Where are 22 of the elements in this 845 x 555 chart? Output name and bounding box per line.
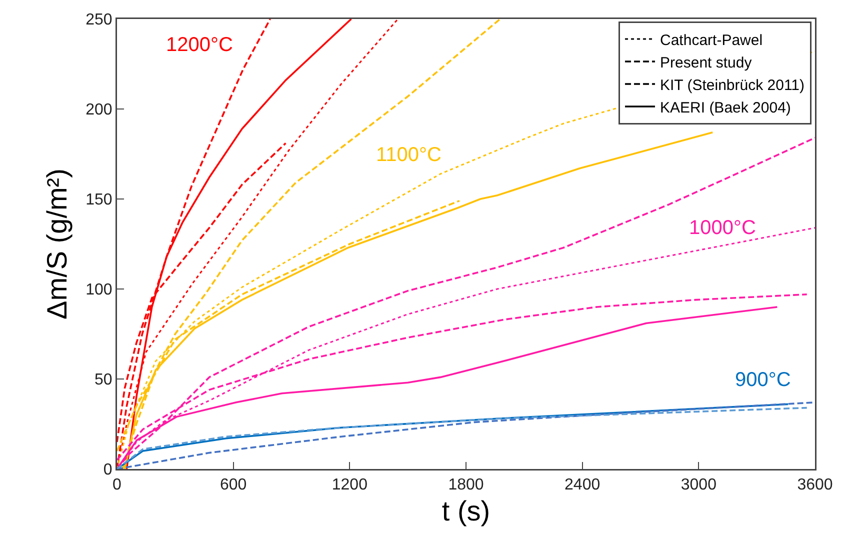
x-tick-label: 600 (220, 476, 247, 494)
x-axis-title: t (s) (442, 496, 490, 527)
y-tick-label: 150 (86, 192, 112, 209)
legend-label: Cathcart-Pawel (660, 32, 763, 49)
y-tick-label: 250 (86, 12, 112, 29)
y-tick-label: 100 (86, 282, 112, 299)
x-tick-label: 1200 (332, 476, 368, 494)
y-tick-label: 50 (94, 372, 112, 389)
x-tick-label: 1800 (448, 476, 484, 494)
x-tick-label: 2400 (564, 476, 600, 494)
annotation: 900°C (735, 369, 791, 391)
y-axis-title: Δm/S (g/m²) (42, 168, 73, 320)
annotation: 1100°C (376, 144, 442, 166)
legend-label: KAERI (Baek 2004) (660, 99, 791, 116)
annotation: 1200°C (166, 34, 233, 56)
legend-label: KIT (Steinbrück 2011) (660, 76, 805, 94)
x-tick-label: 3600 (797, 476, 833, 494)
y-tick-label: 0 (103, 462, 112, 479)
legend-label: Present study (660, 54, 752, 72)
x-tick-label: 3000 (680, 476, 717, 494)
annotation: 1000°C (689, 217, 756, 239)
y-tick-label: 200 (86, 102, 112, 119)
